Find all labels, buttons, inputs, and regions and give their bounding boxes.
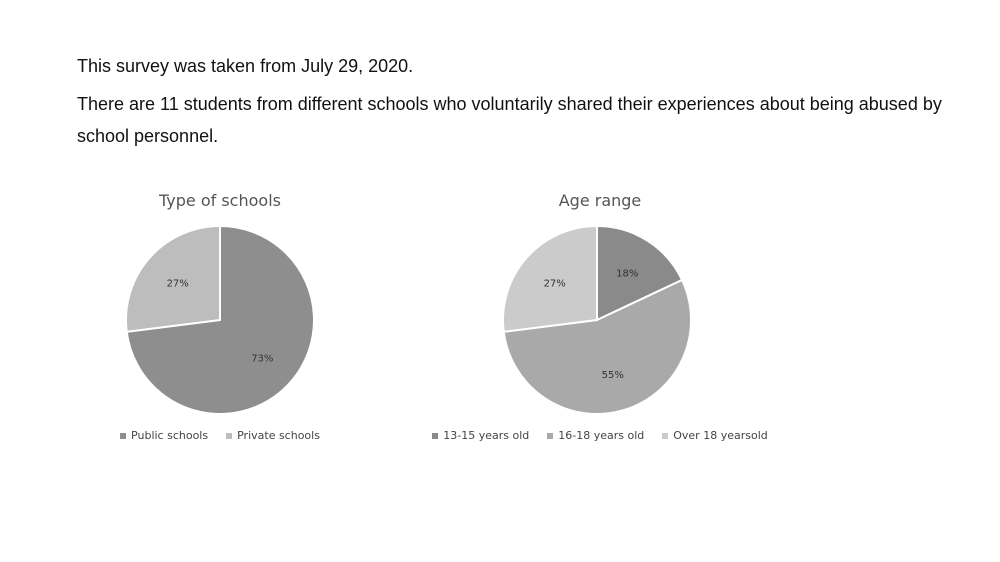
pie-slice-13-15-years-old (596, 224, 684, 322)
chart-title: Type of schools (159, 191, 281, 210)
intro-text: This survey was taken from July 29, 2020… (77, 50, 957, 158)
chart-legend: Public schools Private schools (110, 429, 330, 442)
survey-date-text: This survey was taken from July 29, 2020… (77, 56, 414, 76)
chart-legend: 13-15 years old 16-18 years old Over 18 ye… (430, 429, 770, 442)
legend-label: Private schools (237, 429, 320, 442)
chart-title: Age range (558, 191, 642, 210)
pie-slice-private-schools (125, 224, 221, 333)
legend-item-private-schools: Private schools (226, 429, 320, 442)
legend-label: 13-15 years old (443, 429, 530, 442)
legend-label: Over 18 yearsold (673, 429, 768, 442)
legend-swatch (432, 432, 439, 439)
legend-item-16-18-years-old: 16-18 years old (547, 429, 644, 442)
legend-item-public-schools: Public schools (120, 429, 208, 442)
survey-description-text: There are 11 students from different sch… (77, 94, 942, 146)
legend-label: 16-18 years old (558, 429, 645, 442)
age-range-pie: 18% 55% 27% (502, 224, 692, 415)
data-label-private-schools: 27% (167, 279, 189, 290)
data-label-13-15-years-old: 18% (616, 268, 638, 279)
pie-slice-16-18-years-old (502, 278, 692, 415)
data-label-public-schools: 73% (251, 353, 273, 364)
data-label-over-18-yearsold: 27% (544, 279, 566, 290)
type-of-schools-pie: 73% 27% (125, 224, 315, 415)
legend-label: Public schools (131, 429, 209, 442)
legend-swatch (547, 432, 554, 439)
legend-item-over-18-yearsold: Over 18 yearsold (662, 429, 768, 442)
legend-swatch (120, 432, 127, 439)
legend-item-13-15-years-old: 13-15 years old (432, 429, 529, 442)
legend-swatch (662, 432, 669, 439)
data-label-16-18-years-old: 55% (602, 370, 624, 381)
pie-slice-over-18-yearsold (502, 224, 598, 333)
age-range-chart: Age range 18% 55% 27% 13-15 years old 16-18… (430, 185, 770, 455)
type-of-schools-chart: Type of schools 73% 27% Public schools Pri… (110, 185, 330, 455)
legend-swatch (226, 432, 233, 439)
